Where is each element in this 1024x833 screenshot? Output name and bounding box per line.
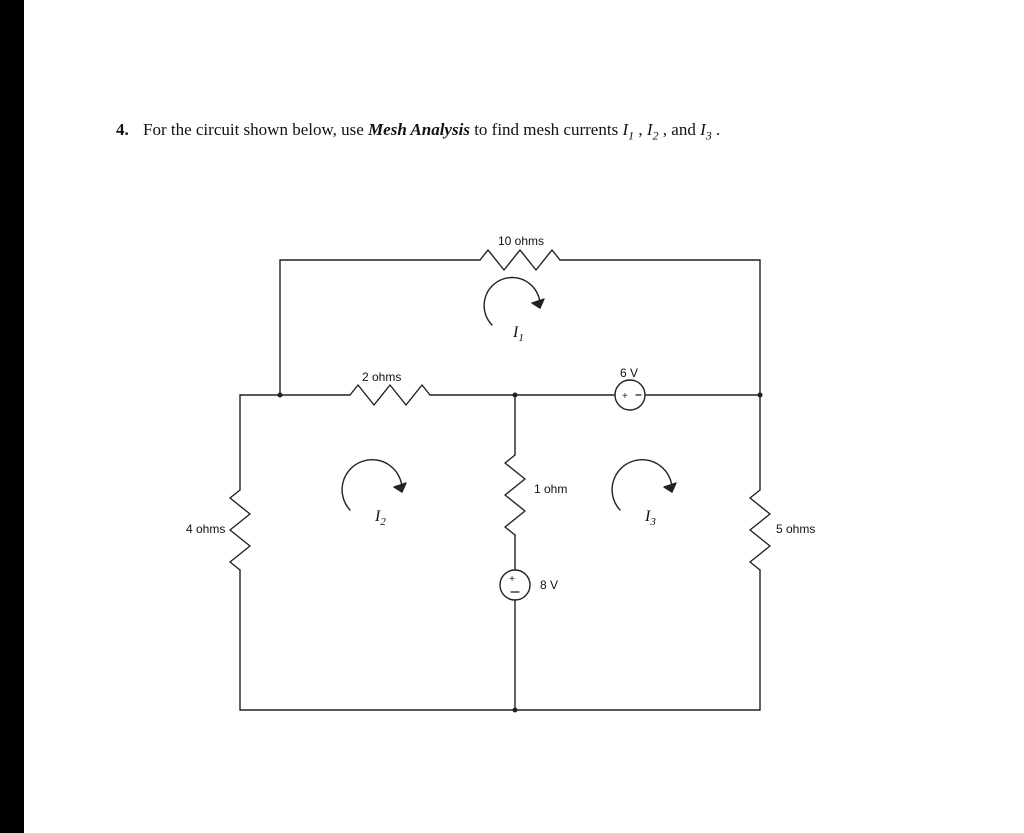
label-v-8v: 8 V <box>540 578 558 592</box>
resistor-10ohm <box>480 250 560 270</box>
label-r-10ohm: 10 ohms <box>498 234 544 248</box>
resistor-2ohm <box>350 385 430 405</box>
question-text: 4. For the circuit shown below, use Mesh… <box>116 120 720 143</box>
label-v-6v: 6 V <box>620 366 638 380</box>
mesh-label-i2: I2 <box>375 508 386 528</box>
question-part-2: to find mesh currents <box>474 120 622 139</box>
resistor-1ohm <box>505 455 525 535</box>
circuit-svg: + + <box>180 230 830 730</box>
mesh-arrow-i2 <box>394 483 406 492</box>
mesh-label-i3: I3 <box>645 508 656 528</box>
question-emphasis: Mesh Analysis <box>368 120 470 139</box>
mesh-arc-i3 <box>612 460 672 510</box>
mesh-arrow-i1 <box>532 299 544 308</box>
node-dot <box>278 393 283 398</box>
question-i3: I3 <box>700 120 712 139</box>
label-r-5ohm: 5 ohms <box>776 522 815 536</box>
question-i2: I2 <box>647 120 659 139</box>
node-dot <box>513 708 518 713</box>
question-sep1: , <box>638 120 647 139</box>
question-i1: I1 <box>622 120 634 139</box>
mesh-arc-i1 <box>484 278 540 325</box>
node-dot <box>513 393 518 398</box>
question-part-1: For the circuit shown below, use <box>143 120 368 139</box>
vsource-6v-plus: + <box>622 391 628 402</box>
question-number: 4. <box>116 120 129 139</box>
mesh-arrow-i3 <box>664 483 676 492</box>
page-left-band <box>0 0 24 833</box>
circuit-diagram: + + 10 ohms 2 ohms 1 ohm 4 ohms 5 o <box>180 230 830 730</box>
vsource-8v <box>500 570 530 600</box>
question-sep2: , and <box>663 120 700 139</box>
label-r-4ohm: 4 ohms <box>186 522 225 536</box>
question-tail: . <box>716 120 720 139</box>
node-dot <box>758 393 763 398</box>
page: 4. For the circuit shown below, use Mesh… <box>0 0 1024 833</box>
mesh-label-i1: I1 <box>513 324 524 344</box>
label-r-2ohm: 2 ohms <box>362 370 401 384</box>
mesh-arc-i2 <box>342 460 402 510</box>
resistor-4ohm <box>230 490 250 570</box>
vsource-8v-plus: + <box>509 574 515 585</box>
resistor-5ohm <box>750 490 770 570</box>
label-r-1ohm: 1 ohm <box>534 482 567 496</box>
